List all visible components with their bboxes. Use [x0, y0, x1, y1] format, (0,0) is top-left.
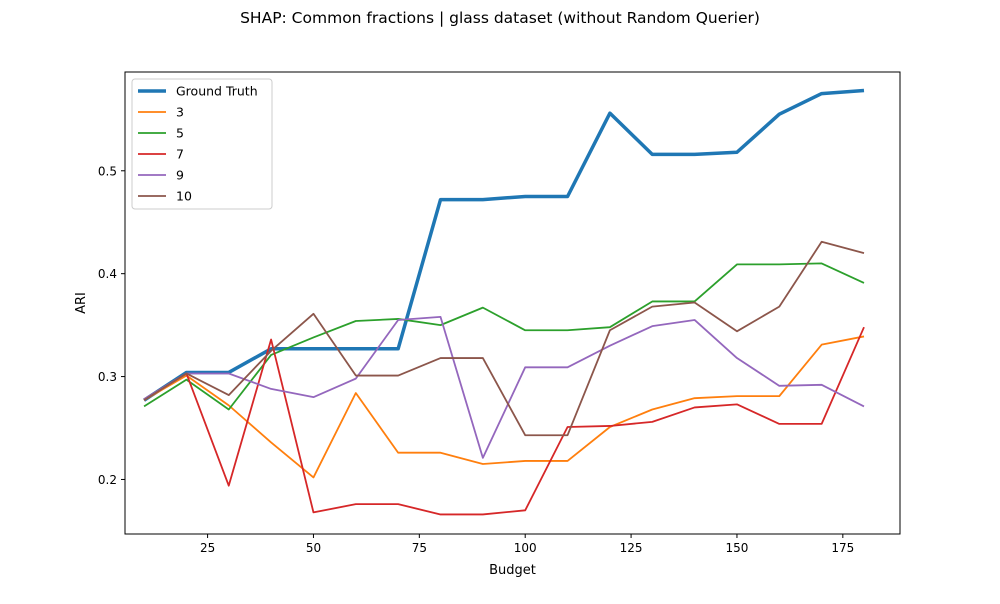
- series-line-10: [143, 240, 865, 437]
- plot-area: [124, 71, 901, 535]
- series-line-ground-truth: [143, 88, 865, 402]
- x-axis-label: Budget: [489, 563, 536, 578]
- series-line-3: [143, 335, 865, 479]
- x-tick-label: 150: [726, 541, 749, 555]
- legend-label: 7: [176, 147, 184, 162]
- x-tick-label: 25: [200, 541, 215, 555]
- legend: Ground Truth 3 5 7 9 10: [131, 78, 273, 210]
- series-line-7: [143, 326, 865, 516]
- legend-label: 9: [176, 168, 184, 183]
- x-tick-label: 75: [412, 541, 427, 555]
- series-line-5: [143, 262, 865, 411]
- y-tick-label: 0.3: [98, 370, 117, 384]
- x-tick-label: 50: [306, 541, 321, 555]
- chart-title: SHAP: Common fractions | glass dataset (…: [240, 9, 760, 27]
- legend-label: 3: [176, 105, 184, 120]
- x-tick-label: 100: [514, 541, 537, 555]
- series-layer: [143, 88, 865, 516]
- x-tick-label: 125: [620, 541, 643, 555]
- legend-box: [131, 78, 273, 210]
- y-axis: 0.2 0.3 0.4 0.5: [98, 164, 125, 487]
- y-tick-label: 0.2: [98, 473, 117, 487]
- series-line-9: [143, 315, 865, 459]
- y-tick-label: 0.5: [98, 164, 117, 178]
- legend-label: 5: [176, 126, 184, 141]
- x-tick-label: 175: [831, 541, 854, 555]
- legend-label: 10: [176, 189, 192, 204]
- y-tick-label: 0.4: [98, 267, 117, 281]
- legend-label: Ground Truth: [176, 84, 258, 99]
- x-axis: 25 50 75 100 125 150 175: [200, 534, 854, 555]
- y-axis-label: ARI: [74, 292, 89, 314]
